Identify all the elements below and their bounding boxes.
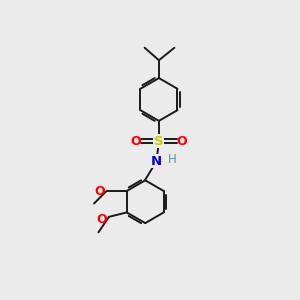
Text: O: O	[130, 135, 141, 148]
Text: S: S	[154, 135, 164, 148]
Text: O: O	[97, 213, 107, 226]
Text: O: O	[177, 135, 188, 148]
Text: O: O	[94, 184, 105, 197]
Text: H: H	[168, 153, 176, 166]
Text: N: N	[151, 155, 162, 168]
